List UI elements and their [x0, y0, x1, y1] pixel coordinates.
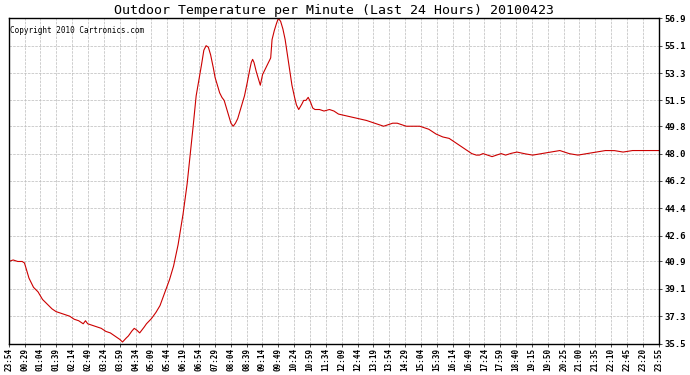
Title: Outdoor Temperature per Minute (Last 24 Hours) 20100423: Outdoor Temperature per Minute (Last 24 …: [114, 4, 553, 17]
Text: Copyright 2010 Cartronics.com: Copyright 2010 Cartronics.com: [10, 27, 144, 36]
